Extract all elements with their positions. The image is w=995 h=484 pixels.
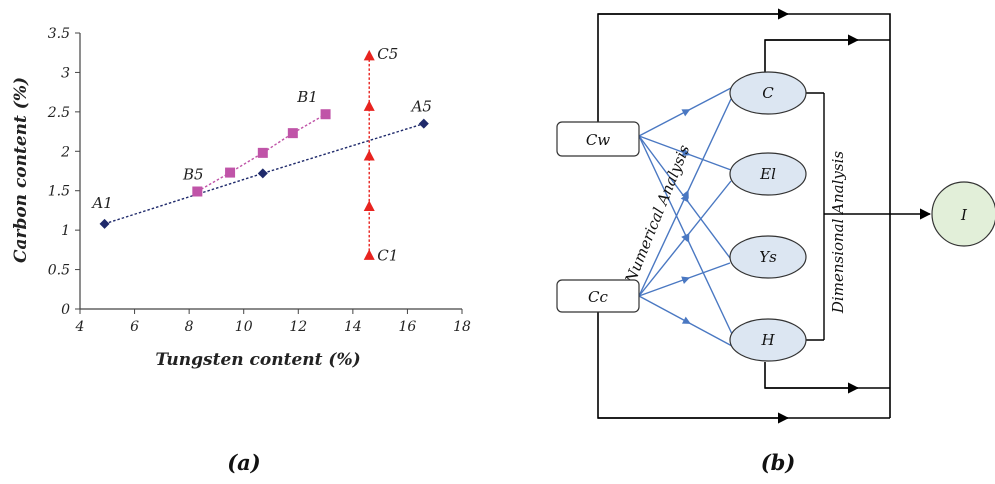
- data-point: [257, 168, 268, 179]
- analysis-diagram: Dimensional Analysis Numerical Analysis …: [556, 8, 995, 424]
- y-axis-label: Carbon content (%): [11, 77, 31, 263]
- y-tick-label: 0.5: [48, 263, 70, 279]
- x-tick-label: 6: [130, 319, 139, 335]
- y-tick-label: 1: [61, 223, 70, 239]
- series-square: [192, 109, 331, 197]
- x-tick-label: 4: [75, 319, 85, 335]
- property-label-ys: Ys: [759, 248, 777, 266]
- dimensional-analysis-collector: [803, 92, 932, 341]
- numerical-arrow-head: [681, 316, 691, 324]
- data-point: [257, 147, 268, 158]
- property-label-c: C: [762, 84, 774, 102]
- point-annotation: C1: [377, 246, 398, 264]
- numerical-analysis-arrows: [638, 87, 733, 347]
- y-tick-label: 2.5: [47, 105, 70, 121]
- input-label-cc: Cc: [588, 288, 608, 306]
- series-triangle: [363, 49, 375, 260]
- data-point: [192, 186, 203, 197]
- x-tick-label: 8: [185, 319, 194, 335]
- property-node-el: El: [729, 152, 807, 196]
- data-point: [320, 109, 331, 120]
- point-annotation: A5: [410, 98, 432, 116]
- property-node-ys: Ys: [729, 235, 807, 279]
- connector-c-top: [764, 34, 890, 73]
- numerical-arrow-head: [681, 148, 691, 157]
- data-point: [418, 118, 429, 129]
- input-node-cw: Cw: [556, 121, 640, 157]
- data-point: [363, 200, 375, 211]
- outer-connector-cw: [597, 8, 891, 418]
- carbon-tungsten-chart: 4 6 8 10 12 14 16 18 0 0.5 1 1.5 2 2.5 3 3.5 A1 A5 B5 B1 C1…: [11, 26, 471, 370]
- x-tick-label: 18: [453, 319, 471, 335]
- x-axis-label: Tungsten content (%): [155, 350, 360, 370]
- data-point: [287, 128, 298, 139]
- point-annotation: B5: [182, 166, 204, 184]
- y-tick-label: 3: [61, 65, 70, 81]
- chart-series: [99, 49, 429, 260]
- series-diamond: [99, 118, 429, 229]
- point-annotation: B1: [296, 88, 318, 106]
- data-point: [225, 167, 236, 178]
- input-label-cw: Cw: [586, 131, 610, 149]
- y-tick-label: 3.5: [48, 26, 70, 42]
- data-point: [99, 218, 110, 229]
- data-point: [363, 49, 375, 61]
- x-tick-label: 16: [399, 319, 417, 335]
- y-tick-label: 1.5: [48, 184, 70, 200]
- dimensional-analysis-label: Dimensional Analysis: [829, 151, 847, 314]
- property-node-c: C: [729, 71, 807, 115]
- numerical-arrow-head: [681, 109, 691, 117]
- output-label-i: I: [960, 206, 968, 224]
- outer-connector-cc: [597, 312, 890, 424]
- series-line: [104, 123, 425, 225]
- chart-axes: [79, 33, 462, 310]
- panel-a-label: (a): [227, 450, 260, 475]
- point-annotation: A1: [90, 194, 112, 212]
- point-annotation: C5: [377, 45, 398, 63]
- property-label-h: H: [760, 331, 775, 349]
- data-point: [363, 100, 375, 111]
- panel-b-label: (b): [761, 450, 796, 475]
- x-tick-label: 10: [235, 319, 253, 335]
- numerical-analysis-label: Numerical Analysis: [621, 142, 693, 287]
- chart-ticks: 4 6 8 10 12 14 16 18 0 0.5 1 1.5 2 2.5 3 3.5: [47, 26, 471, 335]
- data-point: [363, 150, 375, 161]
- numerical-arrow-head: [681, 276, 691, 284]
- numerical-arrow-head: [681, 189, 689, 199]
- property-label-el: El: [759, 165, 776, 183]
- output-node-i: I: [931, 181, 995, 247]
- data-point: [363, 249, 375, 260]
- numerical-arrow-head: [681, 233, 690, 242]
- chart-annotations: A1 A5 B5 B1 C1 C5: [90, 45, 432, 265]
- y-tick-label: 2: [60, 144, 70, 160]
- numerical-arrow-line: [638, 98, 732, 297]
- y-tick-label: 0: [61, 302, 70, 318]
- x-tick-label: 14: [344, 319, 362, 335]
- input-node-cc: Cc: [556, 279, 640, 313]
- connector-h-bottom: [764, 362, 890, 394]
- property-node-h: H: [729, 318, 807, 362]
- x-tick-label: 12: [289, 319, 307, 335]
